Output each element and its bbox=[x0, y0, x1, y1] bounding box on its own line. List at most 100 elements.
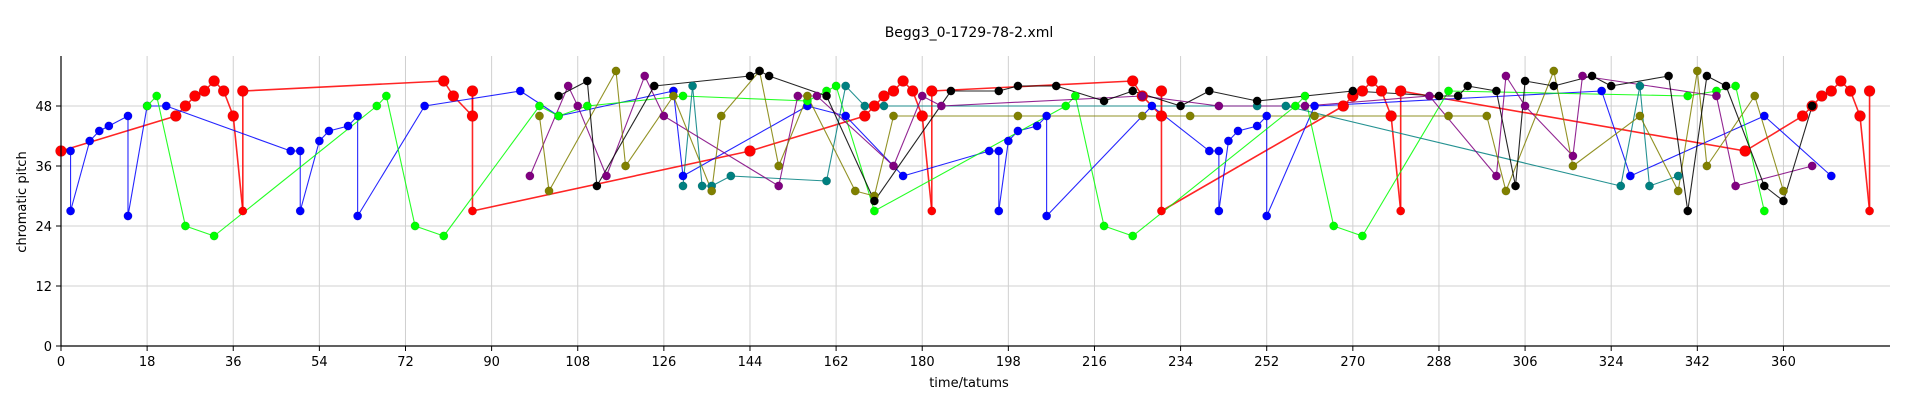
series-connector bbox=[1400, 90, 1746, 152]
series-connector bbox=[596, 85, 655, 187]
x-tick-label: 306 bbox=[1513, 355, 1538, 370]
series-connector bbox=[1744, 115, 1804, 152]
data-point bbox=[1759, 111, 1769, 121]
data-point bbox=[1176, 101, 1186, 111]
data-point bbox=[563, 81, 573, 91]
data-point bbox=[1664, 71, 1674, 81]
data-point bbox=[1310, 111, 1320, 121]
data-point bbox=[1721, 81, 1731, 91]
data-point bbox=[1683, 206, 1693, 216]
data-point bbox=[812, 91, 822, 101]
series-connector bbox=[1735, 165, 1813, 187]
data-point bbox=[1644, 181, 1654, 191]
data-point bbox=[1128, 231, 1138, 241]
x-tick-label: 324 bbox=[1599, 355, 1624, 370]
series-connector bbox=[156, 95, 186, 227]
series-connector bbox=[730, 175, 827, 182]
series-connector bbox=[385, 95, 416, 227]
series-connector bbox=[1754, 95, 1784, 192]
data-point bbox=[1099, 221, 1109, 231]
data-point bbox=[1511, 181, 1521, 191]
data-point bbox=[544, 186, 554, 196]
x-tick-label: 90 bbox=[483, 355, 500, 370]
y-tick-label: 0 bbox=[44, 340, 52, 355]
series-connector bbox=[672, 95, 713, 192]
x-tick-label: 36 bbox=[225, 355, 242, 370]
data-point bbox=[466, 110, 479, 122]
data-point bbox=[592, 181, 602, 191]
x-tick-label: 144 bbox=[738, 355, 763, 370]
data-point bbox=[1844, 85, 1857, 97]
data-point bbox=[525, 171, 535, 181]
data-point bbox=[850, 186, 860, 196]
data-point bbox=[1262, 111, 1272, 121]
series-connector bbox=[577, 105, 607, 177]
data-point bbox=[237, 85, 249, 97]
series-connector bbox=[1639, 85, 1651, 187]
data-point bbox=[1673, 171, 1683, 181]
data-point bbox=[822, 176, 832, 186]
y-axis-label: chromatic pitch bbox=[15, 151, 30, 252]
series-connector bbox=[921, 115, 933, 212]
data-point bbox=[1759, 206, 1769, 216]
series-connector bbox=[127, 105, 148, 217]
series-connector bbox=[1161, 105, 1344, 212]
data-point bbox=[198, 85, 211, 97]
series-connector bbox=[586, 80, 598, 187]
data-point bbox=[878, 90, 890, 102]
data-point bbox=[764, 71, 774, 81]
data-point bbox=[1863, 85, 1876, 97]
series-connector bbox=[644, 75, 665, 117]
x-tick-label: 252 bbox=[1254, 355, 1279, 370]
series-connector bbox=[1056, 85, 1105, 102]
data-point bbox=[1491, 86, 1501, 96]
series-connector bbox=[845, 85, 866, 107]
data-point bbox=[554, 91, 564, 101]
data-point bbox=[66, 206, 76, 216]
series-connector bbox=[1763, 115, 1832, 177]
series-connector bbox=[806, 95, 856, 192]
data-point bbox=[1375, 85, 1388, 97]
data-point bbox=[678, 91, 688, 101]
series-connector bbox=[548, 70, 617, 192]
data-point bbox=[1444, 86, 1454, 96]
series-connector bbox=[825, 85, 847, 182]
series-connector bbox=[1074, 95, 1105, 227]
data-point bbox=[745, 71, 755, 81]
data-point bbox=[1577, 71, 1587, 81]
data-point bbox=[1300, 91, 1310, 101]
series-connector bbox=[654, 75, 751, 87]
data-point bbox=[85, 136, 95, 146]
data-point bbox=[659, 111, 669, 121]
data-point bbox=[170, 110, 182, 122]
data-point bbox=[1204, 146, 1214, 156]
data-point bbox=[1711, 91, 1721, 101]
data-point bbox=[1635, 111, 1645, 121]
series-connector bbox=[1046, 105, 1153, 217]
data-point bbox=[123, 211, 133, 221]
data-point bbox=[774, 181, 784, 191]
data-point bbox=[678, 171, 688, 181]
data-point bbox=[554, 111, 564, 121]
data-point bbox=[1042, 211, 1052, 221]
data-point bbox=[860, 101, 870, 111]
data-point bbox=[295, 146, 305, 156]
data-point bbox=[1281, 101, 1291, 111]
series-connector bbox=[1333, 225, 1363, 237]
series-connector bbox=[711, 115, 722, 192]
series-connector bbox=[1514, 80, 1526, 187]
series-connector bbox=[1209, 90, 1258, 102]
data-point bbox=[1252, 96, 1262, 106]
series-connector bbox=[778, 95, 799, 187]
data-point bbox=[314, 136, 324, 146]
y-tick-label: 12 bbox=[35, 280, 52, 295]
data-point bbox=[1356, 85, 1369, 97]
series-connector bbox=[605, 75, 646, 177]
data-point bbox=[1731, 181, 1741, 191]
data-point bbox=[1366, 75, 1378, 87]
series-connector bbox=[538, 115, 550, 192]
data-point bbox=[1051, 81, 1061, 91]
x-tick-label: 198 bbox=[996, 355, 1021, 370]
